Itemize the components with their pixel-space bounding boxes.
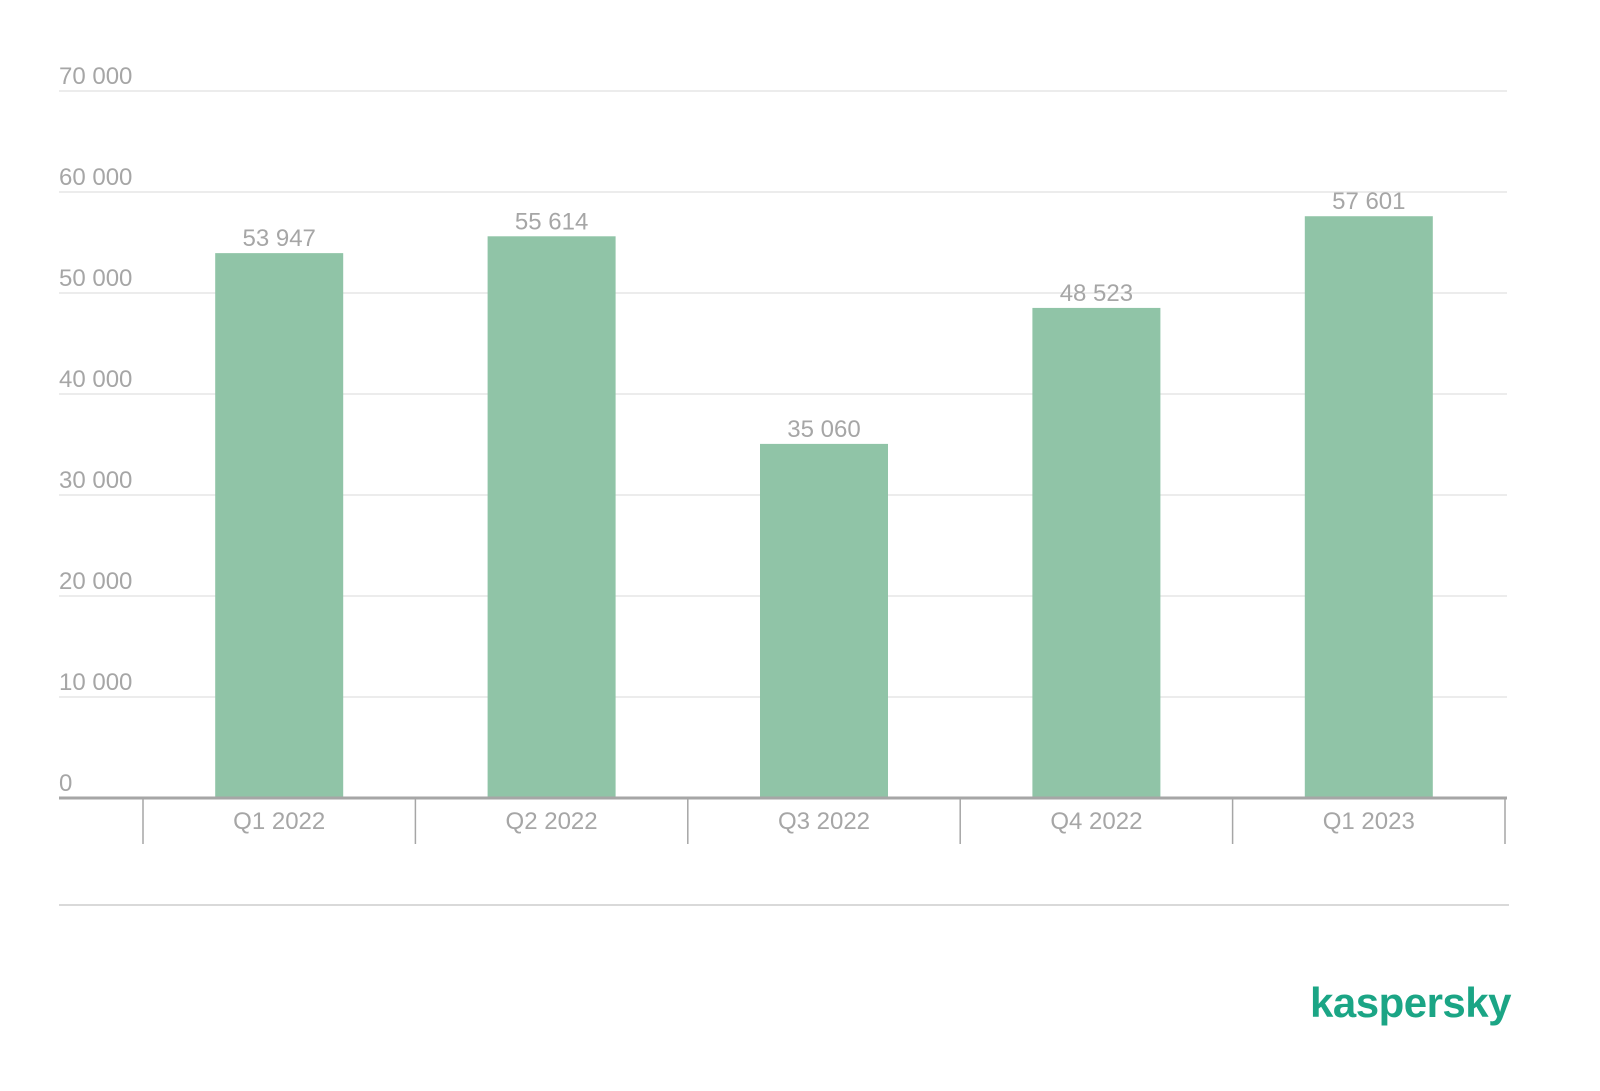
x-tick-label: Q1 2023 (1323, 808, 1415, 835)
bar (215, 253, 344, 798)
kaspersky-logo: kaspersky (1310, 979, 1512, 1026)
bar (760, 443, 888, 798)
data-labels: 53 947 55 614 35 060 48 523 57 601 (242, 188, 1405, 443)
x-axis-category-labels: Q1 2022 Q2 2022 Q3 2022 Q4 2022 Q1 2023 (233, 808, 1415, 835)
y-tick-label: 60 000 (59, 164, 132, 191)
y-axis-tick-labels: 0 10 000 20 000 30 000 40 000 50 000 60 000 70 … (59, 63, 132, 797)
y-tick-label: 70 000 (59, 63, 132, 90)
data-label: 48 523 (1060, 280, 1133, 307)
x-tick-label: Q2 2022 (506, 808, 598, 835)
data-label: 57 601 (1332, 188, 1405, 215)
x-tick-label: Q1 2022 (233, 808, 325, 835)
x-tick-label: Q3 2022 (778, 808, 870, 835)
y-tick-label: 10 000 (59, 669, 132, 696)
y-tick-label: 0 (59, 770, 72, 797)
bar (1032, 307, 1161, 798)
y-tick-label: 30 000 (59, 467, 132, 494)
data-label: 55 614 (515, 208, 588, 235)
bar (487, 236, 616, 799)
bar (1304, 216, 1433, 798)
data-label: 35 060 (787, 416, 860, 443)
x-axis (59, 796, 1507, 844)
bars (215, 216, 1433, 799)
y-tick-label: 40 000 (59, 366, 132, 393)
y-tick-label: 50 000 (59, 265, 132, 292)
y-tick-label: 20 000 (59, 568, 132, 595)
data-label: 53 947 (242, 225, 315, 252)
x-tick-label: Q4 2022 (1050, 808, 1142, 835)
